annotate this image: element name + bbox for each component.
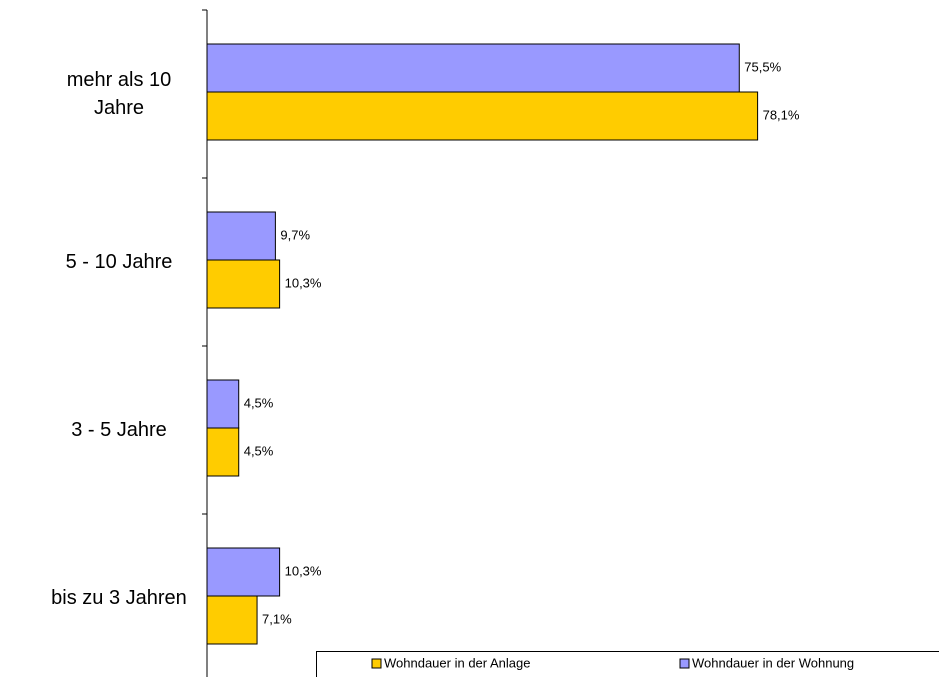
value-label: 7,1%: [262, 611, 292, 626]
legend-label: Wohndauer in der Wohnung: [692, 655, 854, 670]
bar: [206, 91, 759, 141]
legend-swatch: [371, 658, 382, 669]
value-label: 10,3%: [285, 563, 322, 578]
category-label: 3 - 5 Jahre: [71, 419, 167, 441]
value-label: 4,5%: [244, 443, 274, 458]
category-label: 5 - 10 Jahre: [65, 251, 173, 273]
category-label: mehr als 10 Jahre: [66, 69, 172, 119]
bar: [206, 427, 240, 477]
legend-label: Wohndauer in der Anlage: [384, 655, 530, 670]
bar: [206, 211, 276, 261]
category-label: bis zu 3 Jahren: [51, 587, 187, 609]
bar: [206, 595, 258, 645]
bar: [206, 547, 281, 597]
value-label: 4,5%: [244, 395, 274, 410]
value-label: 9,7%: [280, 227, 310, 242]
bar: [206, 43, 740, 93]
bar: [206, 259, 281, 309]
value-label: 78,1%: [763, 107, 800, 122]
value-label: 10,3%: [285, 275, 322, 290]
legend-box: [316, 651, 939, 677]
legend-swatch: [679, 658, 690, 669]
value-label: 75,5%: [744, 59, 781, 74]
bar: [206, 379, 240, 429]
